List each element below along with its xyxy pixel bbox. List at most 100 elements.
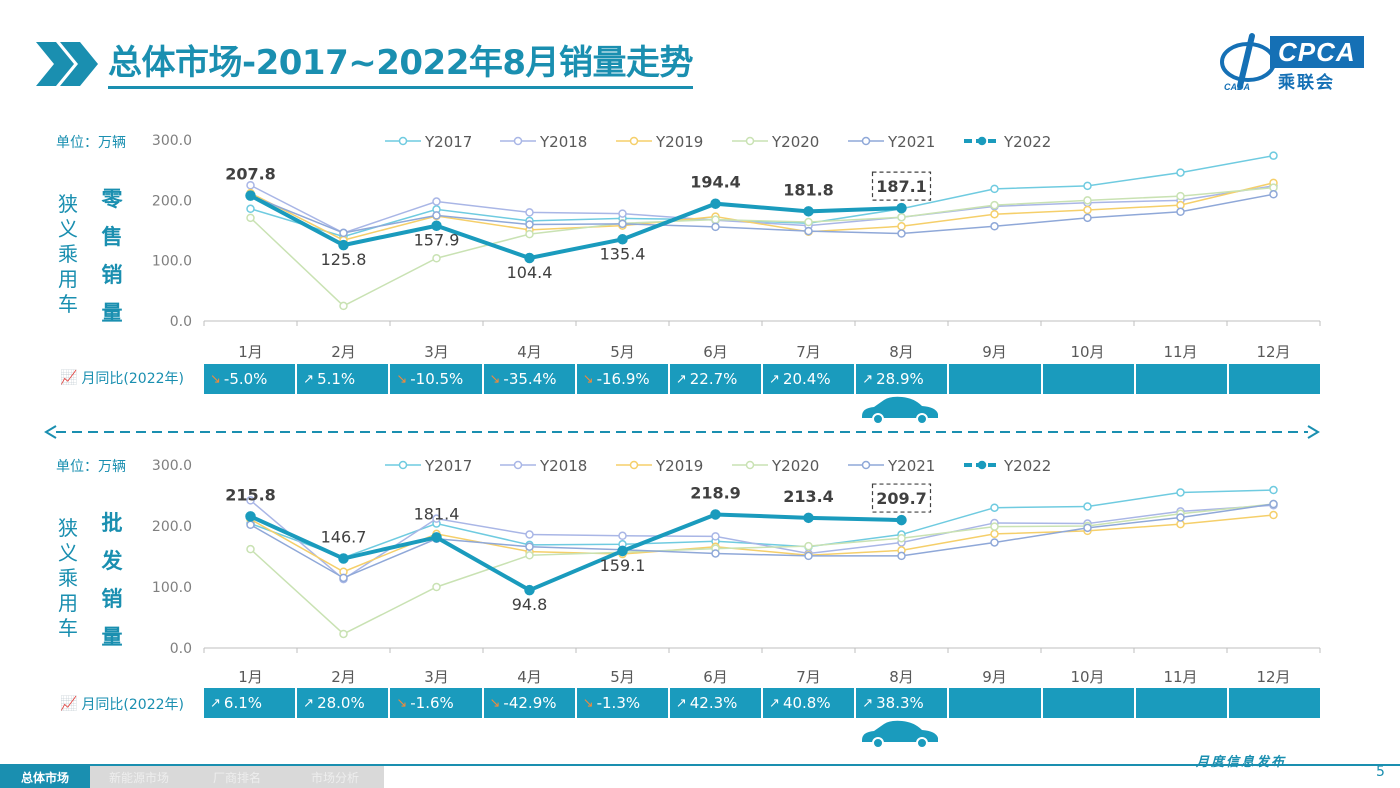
data-label: 187.1 (876, 177, 927, 196)
yoy-cell: ↗ 28.0% (297, 688, 391, 718)
data-point-y2022 (431, 532, 442, 543)
yoy-value: 6.1% (223, 694, 263, 712)
yoy-value: -1.3% (596, 694, 641, 712)
y-tick-label: 0.0 (170, 314, 192, 330)
yoy-value: 28.9% (876, 370, 924, 388)
data-point-y2018 (432, 197, 441, 206)
legend-label: Y2018 (539, 457, 587, 475)
series-line-y2022 (249, 193, 902, 261)
data-point-y2021 (711, 549, 720, 558)
retail-unit-label: 单位：万辆 (56, 135, 126, 151)
legend-entry: Y2019 (616, 133, 703, 151)
yoy-cell: ↘ -10.5% (390, 364, 484, 394)
section-divider (44, 425, 1320, 439)
data-point-y2022 (245, 511, 256, 522)
data-label: 159.1 (600, 556, 646, 575)
data-label: 207.8 (225, 165, 276, 184)
legend-label: Y2022 (1003, 133, 1051, 151)
legend-marker (629, 460, 639, 470)
yoy-cell: ↘ -42.9% (483, 688, 577, 718)
legend-marker (398, 136, 408, 146)
x-tick-label: 1月 (238, 668, 263, 686)
yoy-cell: ↘ -5.0% (204, 364, 298, 394)
yoy-cell (1228, 688, 1321, 718)
y-tick-label: 200.0 (152, 519, 192, 535)
legend-entry: Y2021 (848, 133, 935, 151)
data-point-y2022 (803, 512, 814, 524)
trend-up-icon: ↗ (675, 371, 687, 387)
y-tick-label: 200.0 (152, 193, 192, 209)
x-tick-label: 4月 (517, 343, 542, 361)
data-point-y2018 (711, 532, 720, 541)
data-label: 125.8 (321, 250, 367, 269)
highlight-box (871, 171, 932, 201)
page-title: 总体市场-2017~2022年8月销量走势 (108, 40, 694, 89)
yoy-value: 22.7% (689, 370, 738, 388)
data-point-y2020 (804, 541, 813, 551)
retail-side-label-2: 零售销量 (101, 187, 123, 325)
data-point-y2022 (710, 198, 721, 209)
data-point-y2021 (1176, 513, 1185, 522)
data-point-y2022 (710, 509, 721, 520)
data-label: 135.4 (600, 244, 646, 263)
legend-marker (629, 136, 639, 146)
data-point-y2021 (1083, 213, 1092, 223)
legend-marker (398, 460, 408, 470)
data-point-y2017 (990, 503, 999, 512)
legend-label: Y2018 (539, 133, 587, 151)
data-label: 146.7 (321, 528, 367, 547)
data-point-y2020 (990, 522, 999, 531)
trend-down-icon: ↘ (210, 371, 221, 387)
tab-nev-market[interactable]: 新能源市场 (90, 766, 188, 788)
data-point-y2017 (990, 184, 999, 194)
data-point-y2020 (897, 533, 906, 543)
legend-entry: Y2022 (964, 457, 1051, 475)
x-tick-label: 2月 (331, 343, 356, 361)
trend-down-icon: ↘ (582, 695, 594, 711)
x-tick-label: 7月 (796, 343, 821, 361)
x-tick-label: 8月 (889, 668, 914, 686)
trend-up-icon: ↗ (769, 695, 780, 711)
data-label: 181.8 (783, 180, 834, 199)
footer-tabs: 总体市场 新能源市场 厂商排名 市场分析 (0, 766, 384, 788)
tab-overall-market[interactable]: 总体市场 (0, 766, 90, 788)
data-point-y2022 (803, 206, 814, 217)
yoy-cell: ↘ -16.9% (576, 364, 670, 394)
chevron-double-icon (36, 42, 98, 86)
x-tick-label: 12月 (1256, 668, 1290, 686)
legend-entry: Y2022 (964, 133, 1051, 151)
data-point-y2020 (897, 212, 906, 222)
legend-marker (861, 136, 871, 146)
data-point-y2022 (245, 190, 256, 201)
data-point-y2021 (897, 551, 906, 561)
yoy-cell: ↗ 38.3% (856, 688, 950, 718)
yoy-cell: ↗ 40.8% (763, 688, 857, 718)
yoy-cell: ↗ 22.7% (669, 364, 764, 394)
yoy-value: -42.9% (503, 694, 557, 712)
data-point-y2021 (1176, 207, 1185, 217)
data-point-y2022 (524, 252, 535, 264)
wholesale-yoy-row: ↗ 6.1% ↗ 28.0% ↘ -1.6% ↘ -42.9% ↘ -1.3% ↗ 42.3% ↗ 40.… (204, 688, 1321, 718)
trend-down-icon: ↘ (396, 695, 408, 711)
data-point-y2021 (339, 573, 348, 583)
tab-market-analysis[interactable]: 市场分析 (286, 766, 384, 788)
yoy-cell (949, 688, 1043, 718)
retail-side-label: 狭义乘用车 (58, 192, 78, 316)
data-point-y2022 (338, 239, 349, 251)
logo-text: CPCA (1270, 36, 1364, 68)
data-point-y2022 (617, 545, 628, 557)
yoy-value: 40.8% (782, 694, 831, 712)
retail-yoy-label: 📈 月同比(2022年) (60, 370, 184, 387)
data-point-y2017 (1269, 485, 1278, 495)
data-point-y2020 (1176, 191, 1185, 201)
tab-maker-ranking[interactable]: 厂商排名 (188, 766, 286, 788)
yoy-cell (1228, 364, 1321, 394)
logo-cn-text: 乘联会 (1278, 73, 1335, 93)
data-point-y2018 (246, 181, 255, 190)
x-tick-label: 1月 (238, 343, 263, 361)
legend-entry: Y2020 (732, 457, 819, 475)
yoy-value: -10.5% (410, 370, 464, 388)
data-point-y2021 (246, 520, 255, 530)
